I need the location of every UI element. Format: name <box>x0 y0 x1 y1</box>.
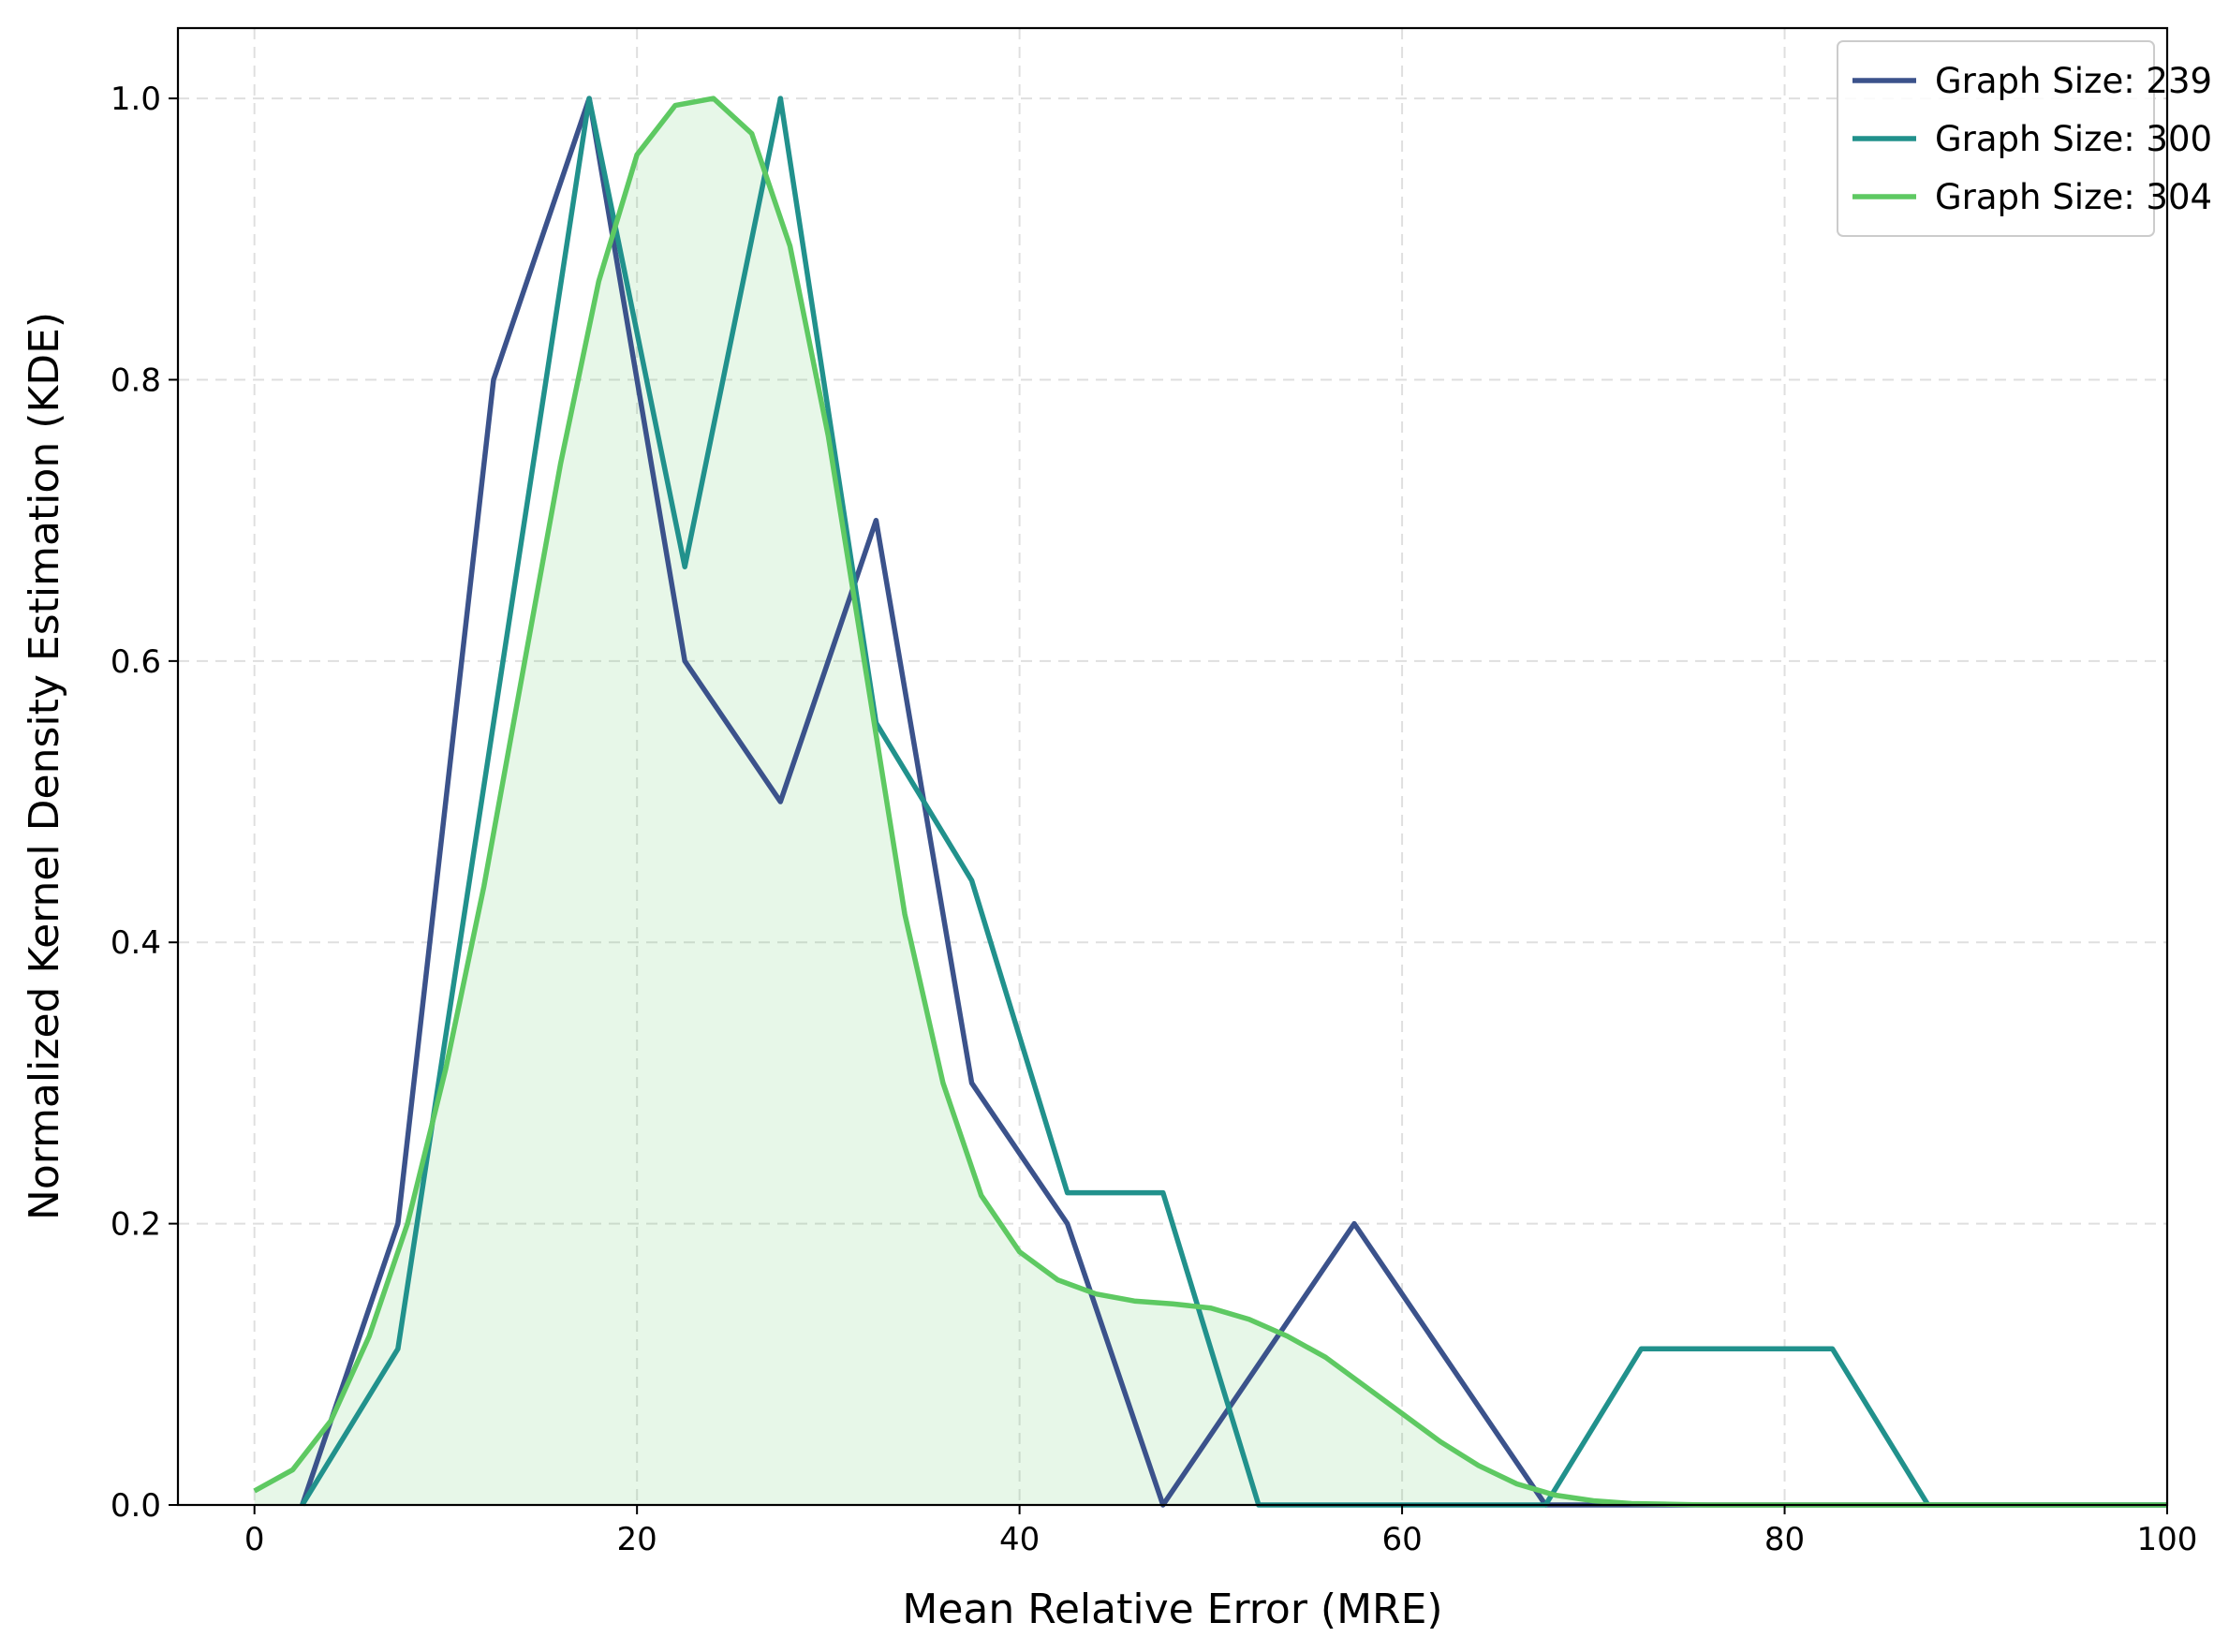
y-axis-ticks: 0.0 0.2 0.4 0.6 0.8 1.0 <box>111 81 178 1525</box>
series-fills <box>254 98 2168 1506</box>
x-tick-label: 80 <box>1764 1521 1805 1558</box>
x-tick-label: 20 <box>617 1521 657 1558</box>
y-axis-label: Normalized Kernel Density Estimation (KD… <box>21 312 68 1220</box>
y-tick-label: 0.2 <box>111 1206 161 1244</box>
legend-label-2: Graph Size: 3002 <box>1935 119 2214 159</box>
x-axis-ticks: 0 20 40 60 80 100 <box>244 1505 2198 1558</box>
y-tick-label: 1.0 <box>111 81 161 118</box>
x-axis-label: Mean Relative Error (MRE) <box>902 1586 1442 1633</box>
legend-box <box>1837 40 2155 237</box>
legend-label-3: Graph Size: 3040 <box>1935 177 2214 217</box>
x-tick-label: 0 <box>244 1521 265 1558</box>
plot-frame <box>176 26 2169 1507</box>
x-tick-label: 40 <box>999 1521 1040 1558</box>
x-tick-label: 60 <box>1381 1521 1422 1558</box>
plot-background <box>178 28 2167 1505</box>
y-tick-label: 0.8 <box>111 361 161 399</box>
y-tick-label: 0.6 <box>111 643 161 681</box>
series-fill-3 <box>254 98 2168 1506</box>
x-tick-label: 100 <box>2137 1521 2198 1558</box>
grid <box>178 28 2168 1506</box>
y-tick-label: 0.4 <box>111 924 161 962</box>
legend: Graph Size: 2390 Graph Size: 3002 Graph Si… <box>1837 40 2214 237</box>
y-tick-label: 0.0 <box>111 1487 161 1525</box>
legend-label-1: Graph Size: 2390 <box>1935 61 2214 101</box>
